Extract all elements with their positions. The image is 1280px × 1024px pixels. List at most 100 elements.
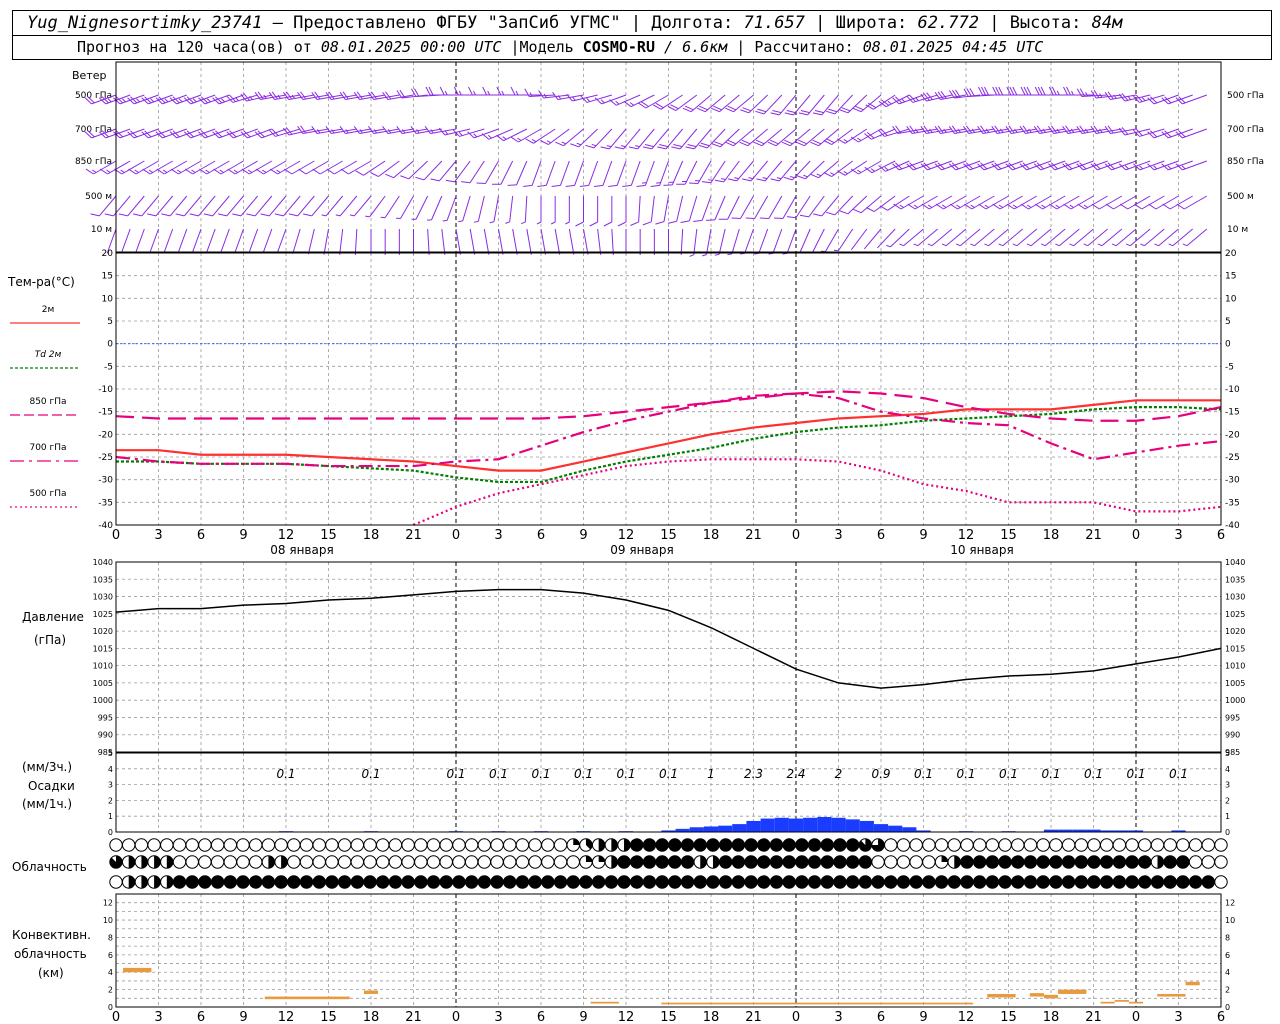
wind-barb — [555, 128, 584, 147]
barb-feather — [115, 96, 124, 104]
precip-bar — [873, 824, 889, 832]
cloud-circle — [1188, 855, 1203, 869]
barb-feather — [907, 203, 916, 210]
barb-feather — [1161, 97, 1169, 105]
wind-barb — [784, 94, 811, 116]
conv-bar — [1128, 1001, 1144, 1004]
y-tick-label-left: 8 — [108, 933, 113, 942]
barb-shaft — [701, 195, 712, 221]
wind-barb — [445, 160, 471, 183]
barb-feather — [118, 213, 128, 217]
barb-feather — [254, 92, 261, 100]
precip-total-label: 0.1 — [999, 767, 1018, 781]
barb-shaft — [795, 195, 811, 218]
barb-feather — [415, 176, 425, 181]
barb-feather — [857, 169, 862, 173]
barb-shaft — [192, 160, 216, 175]
barb-feather — [254, 131, 262, 139]
barb-shaft — [545, 160, 556, 186]
wind-barb — [676, 160, 698, 185]
barb-feather — [226, 131, 234, 139]
cloud-circle — [426, 855, 441, 869]
barb-feather — [623, 100, 632, 108]
cloud-circle — [401, 855, 415, 869]
precip-title: Осадки — [28, 779, 75, 793]
y-tick-label-left: 5 — [107, 317, 113, 327]
wind-barb — [689, 228, 698, 257]
barb-feather — [1042, 128, 1046, 133]
barb-shaft — [574, 160, 584, 186]
barb-feather — [630, 221, 639, 226]
wind-barb — [98, 128, 131, 139]
y-tick-label-right: -20 — [1225, 430, 1240, 440]
barb-feather — [676, 183, 686, 185]
y-tick-label-right: 1010 — [1225, 662, 1245, 671]
barb-feather — [702, 254, 707, 257]
wind-barb — [1076, 160, 1108, 171]
barb-feather — [1008, 125, 1015, 134]
barb-feather — [1079, 125, 1086, 134]
precip-bar — [746, 820, 761, 832]
wind-barb — [1134, 195, 1165, 210]
cloud-fill — [300, 875, 313, 889]
barb-feather — [1033, 163, 1042, 171]
cloud-fill — [1024, 875, 1037, 889]
wind-barb — [1040, 228, 1066, 247]
barb-feather — [302, 213, 312, 217]
panel-frame — [115, 893, 1222, 1008]
precip-total-label: 2.3 — [744, 767, 763, 781]
barb-shaft — [772, 228, 783, 254]
barb-feather — [1020, 203, 1029, 210]
barb-feather — [999, 128, 1004, 133]
cloud-fill — [960, 855, 974, 869]
wind-title: Ветер — [72, 69, 107, 82]
wind-barb — [427, 228, 430, 255]
barb-feather — [345, 129, 349, 134]
x-tick-label-bottom: 3 — [834, 1010, 842, 1024]
barb-shaft — [1110, 128, 1137, 135]
wind-barb — [826, 195, 854, 216]
barb-shaft — [483, 228, 490, 255]
y-tick-label-left: 2 — [108, 986, 113, 995]
cloud-fill — [1138, 875, 1151, 889]
barb-feather — [410, 126, 417, 134]
wind-barb — [510, 128, 542, 143]
barb-feather — [913, 204, 919, 208]
barb-feather — [1006, 86, 1012, 96]
barb-shaft — [204, 128, 230, 139]
barb-feather — [240, 93, 247, 102]
barb-feather — [260, 213, 270, 217]
header-sep: | — [978, 13, 1010, 33]
barb-feather — [277, 94, 281, 99]
wind-barb — [727, 228, 740, 256]
wind-barb — [99, 160, 131, 175]
barb-shaft — [900, 195, 924, 210]
barb-feather — [282, 127, 290, 136]
cloud-fill — [655, 855, 669, 869]
wind-barb — [219, 228, 230, 254]
barb-shaft — [821, 195, 839, 217]
barb-feather — [557, 95, 562, 100]
barb-feather — [839, 210, 849, 215]
barb-shaft — [91, 128, 117, 139]
wind-barb — [876, 228, 896, 249]
barb-feather — [1084, 128, 1089, 133]
wind-barb — [823, 160, 853, 177]
barb-feather — [693, 219, 703, 222]
cloud-circle — [376, 855, 390, 869]
barb-feather — [1148, 203, 1157, 210]
barb-shaft — [943, 195, 967, 210]
cloud-fill — [846, 875, 859, 889]
precip-bar — [817, 816, 832, 832]
barb-feather — [1023, 86, 1029, 96]
barb-feather — [629, 102, 635, 106]
y-tick-label-right: -5 — [1225, 362, 1234, 372]
barb-feather — [1118, 93, 1126, 102]
wind-barb — [1069, 228, 1094, 247]
x-tick-label: 21 — [745, 528, 762, 543]
barb-feather — [1132, 129, 1140, 137]
y-tick-label-left: -35 — [98, 498, 113, 508]
x-tick-label-bottom: 18 — [1043, 1010, 1060, 1024]
cloud-circle — [312, 838, 326, 852]
barb-shaft — [548, 128, 570, 145]
